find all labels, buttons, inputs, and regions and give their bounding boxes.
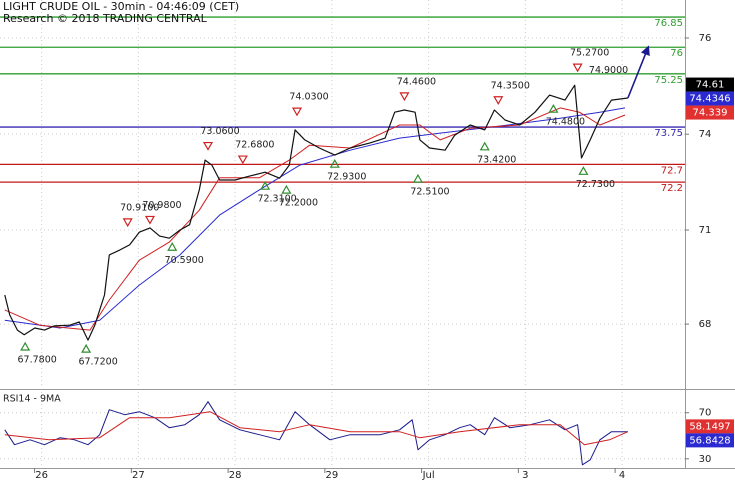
high-label: 70.9100: [120, 202, 159, 213]
x-tick-label: 29: [325, 470, 338, 480]
low-marker: [578, 166, 589, 175]
y-tick-label: 76: [699, 33, 712, 44]
line: [4, 84, 628, 341]
high-marker: [122, 218, 133, 228]
low-label: 72.5100: [410, 187, 449, 198]
low-marker: [260, 180, 271, 190]
level-label: 72.2: [661, 183, 683, 194]
y-tick-label: 71: [699, 225, 712, 236]
level-label: 72.7: [661, 165, 683, 176]
low-marker: [548, 103, 559, 113]
low-label: 72.2000: [279, 198, 318, 209]
line: [4, 401, 628, 466]
x-tick-label: 27: [132, 470, 145, 480]
price-tag: [686, 433, 734, 448]
level-label: 76.85: [654, 18, 683, 29]
y-tick-label: 74: [699, 129, 712, 140]
x-tick-label: 3: [522, 470, 528, 480]
level-label: 76: [670, 48, 683, 59]
high-label: 74.4600: [397, 76, 436, 87]
low-label: 70.5900: [165, 255, 204, 266]
high-label: 70.9800: [142, 200, 181, 211]
low-label: 72.9300: [327, 172, 366, 183]
level-label: 73.75: [654, 128, 683, 139]
high-label: 74.3500: [491, 80, 530, 91]
level-label: 75.25: [654, 75, 683, 86]
low-marker: [479, 141, 490, 151]
high-marker: [202, 141, 214, 151]
low-label: 72.7300: [576, 179, 615, 190]
y-tick-label: 70: [699, 408, 712, 419]
overlay: 26 27 28 29 Jul 3 4 76 74 71 68 30 70 76.85 76 75.25 73.…: [18, 18, 734, 480]
low-marker: [329, 158, 340, 168]
price-tag-label: 56.8428: [689, 435, 730, 446]
low-label: 67.7200: [78, 357, 117, 368]
low-marker: [167, 242, 178, 251]
line: [4, 107, 626, 331]
high-marker: [572, 63, 583, 73]
low-marker: [412, 173, 423, 183]
grid: [0, 0, 685, 468]
low-marker: [81, 343, 92, 353]
note-label: 74.9000: [589, 65, 628, 76]
high-marker: [399, 92, 410, 102]
line: [4, 411, 629, 446]
rsi-title: RSI14 - 9MA: [3, 394, 61, 405]
high-label: 74.0300: [289, 92, 328, 103]
price-tag: [686, 419, 734, 434]
high-marker: [237, 155, 248, 165]
price-tag-label: 74.4346: [689, 94, 730, 105]
line: [4, 107, 626, 329]
x-tick-label: 28: [229, 470, 242, 480]
low-marker: [281, 184, 292, 194]
low-label: 73.4200: [477, 154, 516, 165]
rsi-panel: [4, 401, 629, 466]
high-marker: [291, 107, 303, 117]
price-tag: [686, 91, 734, 106]
x-tick-label: 26: [35, 470, 48, 480]
high-label: 75.2700: [570, 48, 609, 59]
low-marker: [20, 341, 31, 351]
line: [627, 45, 650, 99]
y-tick-label: 30: [699, 454, 712, 465]
chart-title: LIGHT CRUDE OIL - 30min - 04:46:09 (CET): [3, 0, 239, 13]
price-tag-label: 74.61: [696, 80, 725, 91]
x-tick-label: Jul: [422, 470, 435, 480]
low-label: 72.3100: [257, 194, 296, 205]
price-tag-label: 74.339: [693, 108, 728, 119]
x-tick-label: 4: [619, 470, 625, 480]
price-tag: [686, 77, 734, 92]
y-tick-label: 68: [699, 319, 712, 330]
price-tag-label: 58.1497: [689, 421, 730, 432]
price-panel: [0, 16, 685, 341]
chart-subtitle: Research © 2018 TRADING CENTRAL: [3, 12, 208, 25]
high-label: 73.0600: [200, 126, 239, 137]
high-marker: [144, 215, 155, 225]
high-label: 72.6800: [235, 140, 274, 151]
low-label: 74.4800: [546, 117, 585, 128]
low-label: 67.7800: [18, 355, 57, 366]
high-marker: [493, 96, 504, 105]
price-tag: [686, 105, 734, 120]
